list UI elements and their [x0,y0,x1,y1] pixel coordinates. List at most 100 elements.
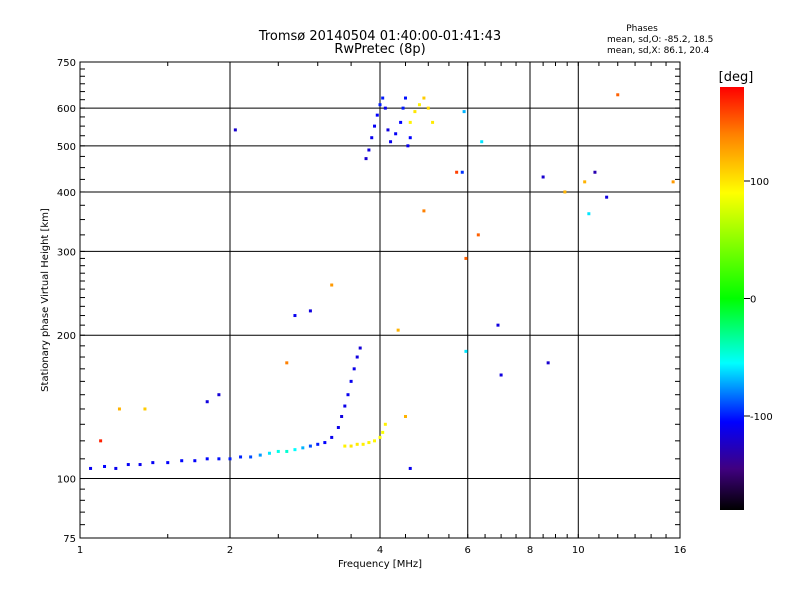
series-2 [364,96,412,161]
data-point [593,170,597,174]
data-point [340,414,344,418]
data-point [217,457,221,461]
x-axis-label: Frequency [MHz] [338,559,422,570]
data-point [587,212,591,216]
series-1 [343,422,387,448]
data-point [383,106,387,110]
data-point [249,455,253,459]
data-point [349,379,353,383]
data-point [399,120,403,124]
data-point [671,180,675,184]
data-point [151,461,155,465]
chart-subtitle: RwPretec (8p) [334,42,425,57]
data-point [417,103,421,107]
data-point [308,309,312,313]
data-point [89,466,93,470]
data-point [316,442,320,446]
data-point [239,455,243,459]
data-point [126,463,130,467]
chart-title: Tromsø 20140504 01:40:00-01:41:43 [258,29,501,44]
data-point [406,144,410,148]
colorbar-label: [deg] [719,70,754,85]
colorbar: [deg] 100 0 -100 [719,70,773,510]
x-tick-label: 6 [465,545,471,556]
data-point [541,175,545,179]
x-tick-label: 2 [227,545,233,556]
data-point [563,190,567,194]
x-axis: 1 2 4 6 8 10 16 [77,62,686,556]
data-point [267,451,271,455]
data-points [89,93,675,470]
data-point [403,96,407,100]
data-point [413,110,417,114]
data-point [361,442,365,446]
y-tick-label: 500 [57,142,76,153]
data-point [285,361,289,365]
data-point [193,459,197,463]
data-point [293,314,297,318]
data-point [293,448,297,452]
data-point [114,466,118,470]
data-point [386,128,390,132]
data-point [616,93,620,97]
y-axis: 75 100 200 300 400 500 600 750 [57,58,680,545]
data-point [205,457,209,461]
data-point [349,444,353,448]
data-point [389,140,393,144]
data-point [205,400,209,404]
data-point [422,96,426,100]
colorbar-tick-label: -100 [750,412,773,423]
y-tick-label: 400 [57,188,76,199]
data-point [166,461,170,465]
data-point [258,453,262,457]
data-point [373,439,377,443]
data-point [228,457,232,461]
data-point [408,466,412,470]
data-point [499,373,503,377]
data-point [480,140,484,144]
data-point [422,209,426,213]
data-point [396,328,400,332]
data-point [233,128,237,132]
data-point [117,407,121,411]
data-point [323,441,327,445]
data-point [381,430,385,434]
x-tick-label: 10 [572,545,585,556]
data-point [355,355,359,359]
data-point [138,463,142,467]
data-point [496,323,500,327]
data-point [426,106,430,110]
colorbar-tick-label: 0 [750,295,756,306]
phase-stats-o: mean, sd,O: -85.2, 18.5 [607,35,713,45]
data-point [546,361,550,365]
series-0 [89,346,362,470]
x-tick-label: 1 [77,545,83,556]
data-point [605,195,609,199]
x-tick-label: 8 [527,545,533,556]
colorbar-gradient [720,87,744,510]
data-point [217,393,221,397]
y-tick-label: 300 [57,247,76,258]
data-point [301,446,305,450]
data-point [381,96,385,100]
y-tick-label: 100 [57,475,76,486]
y-axis-label: Stationary phase Virtual Height [km] [40,208,51,392]
data-point [394,132,398,136]
data-point [460,170,464,174]
data-point [336,425,340,429]
data-point [355,442,359,446]
data-point [476,233,480,237]
data-point [352,367,356,371]
data-point [583,180,587,184]
data-point [408,120,412,124]
data-point [464,256,468,260]
data-point [330,435,334,439]
y-tick-label: 75 [63,534,76,545]
data-point [103,464,107,468]
data-point [330,283,334,287]
x-tick-label: 4 [377,545,383,556]
data-point [462,110,466,114]
data-point [99,439,103,443]
data-point [373,124,377,128]
